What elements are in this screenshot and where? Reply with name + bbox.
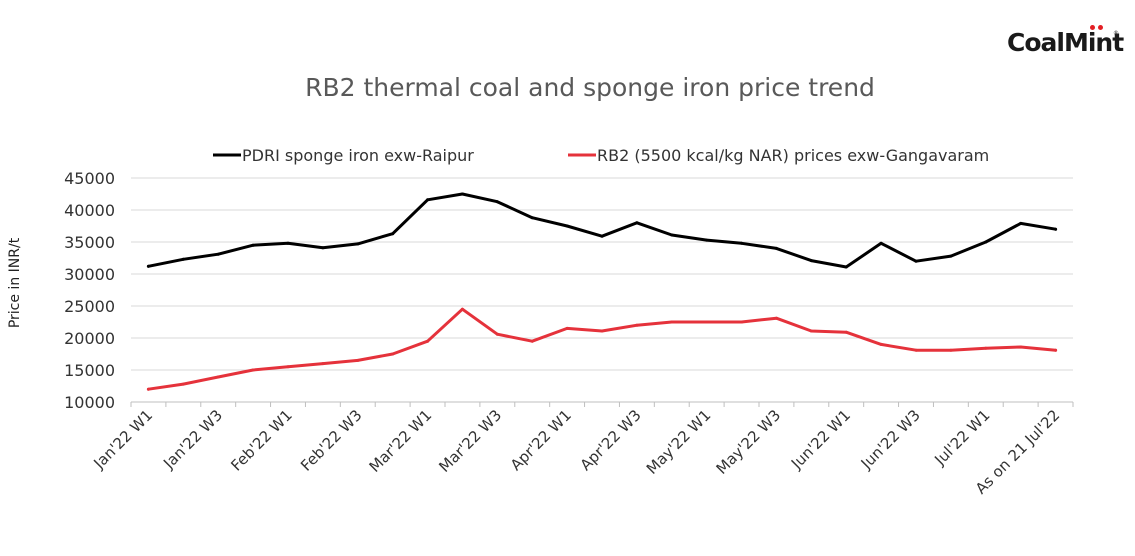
- data-point: [460, 307, 464, 311]
- data-point: [949, 348, 953, 352]
- x-axis: Jan'22 W1 Jan'22 W3 Feb'22 W1 Feb'22 W3 Mar'…: [89, 401, 1074, 498]
- registered-mark: ®: [1113, 30, 1119, 37]
- series-line-1: [146, 192, 1058, 269]
- data-point: [984, 346, 988, 350]
- data-point: [705, 238, 709, 242]
- coalmint-logo: CoalMint ®: [1007, 25, 1124, 57]
- legend-label: PDRI sponge iron exw-Raipur: [242, 146, 474, 165]
- data-point: [705, 320, 709, 324]
- data-point: [216, 252, 220, 256]
- x-tick-label: Jun'22 W1: [787, 406, 854, 473]
- data-point: [391, 352, 395, 356]
- y-tick-label: 20000: [64, 329, 115, 348]
- data-point: [460, 192, 464, 196]
- data-point: [146, 387, 150, 391]
- data-point: [844, 265, 848, 269]
- data-point: [356, 242, 360, 246]
- data-point: [181, 382, 185, 386]
- data-point: [774, 316, 778, 320]
- data-point: [1054, 348, 1058, 352]
- data-point: [565, 326, 569, 330]
- data-point: [809, 259, 813, 263]
- logo-dots-icon: [1090, 25, 1110, 31]
- y-axis-label: Price in INR/t: [7, 237, 23, 328]
- data-point: [879, 342, 883, 346]
- data-point: [844, 330, 848, 334]
- data-point: [1054, 227, 1058, 231]
- data-point: [495, 332, 499, 336]
- x-tick-label: Apr'22 W1: [507, 406, 575, 474]
- chart-title: RB2 thermal coal and sponge iron price t…: [305, 73, 875, 102]
- data-point: [181, 257, 185, 261]
- data-point: [809, 329, 813, 333]
- series-line-2: [146, 307, 1058, 391]
- data-point: [216, 375, 220, 379]
- data-point: [251, 243, 255, 247]
- y-tick-labels: 10000 15000 20000 25000 30000 35000 40000 45000: [64, 169, 115, 412]
- data-point: [530, 216, 534, 220]
- data-point: [426, 339, 430, 343]
- y-tick-label: 40000: [64, 201, 115, 220]
- brand-name: CoalMint: [1007, 28, 1124, 57]
- y-tick-label: 30000: [64, 265, 115, 284]
- data-point: [635, 221, 639, 225]
- data-point: [740, 320, 744, 324]
- y-tick-label: 25000: [64, 297, 115, 316]
- x-tick-label: Apr'22 W3: [577, 406, 645, 474]
- y-tick-label: 35000: [64, 233, 115, 252]
- data-point: [286, 365, 290, 369]
- data-point: [495, 200, 499, 204]
- data-point: [914, 348, 918, 352]
- y-tick-label: 45000: [64, 169, 115, 188]
- x-tick-label: Jul'22 W1: [930, 406, 993, 469]
- x-tick-label: Feb'22 W1: [227, 406, 296, 475]
- data-point: [1019, 221, 1023, 225]
- data-point: [879, 241, 883, 245]
- x-tick-label: Jun'22 W3: [857, 406, 924, 473]
- data-point: [286, 241, 290, 245]
- x-tick-label: Jan'22 W3: [159, 406, 226, 473]
- data-point: [635, 323, 639, 327]
- data-point: [356, 358, 360, 362]
- data-point: [391, 232, 395, 236]
- y-tick-label: 10000: [64, 393, 115, 412]
- y-tick-label: 15000: [64, 361, 115, 380]
- data-point: [321, 246, 325, 250]
- x-tick-label: Feb'22 W3: [297, 406, 366, 475]
- legend: PDRI sponge iron exw-Raipur RB2 (5500 kca…: [213, 146, 989, 165]
- data-point: [670, 320, 674, 324]
- data-point: [426, 198, 430, 202]
- data-point: [1019, 345, 1023, 349]
- data-point: [914, 259, 918, 263]
- gridlines: [131, 177, 1073, 371]
- data-point: [984, 240, 988, 244]
- x-tick-label: Mar'22 W3: [435, 406, 505, 476]
- data-point: [600, 329, 604, 333]
- data-point: [565, 224, 569, 228]
- data-point: [774, 246, 778, 250]
- x-tick-label: May'22 W3: [713, 406, 785, 478]
- data-point: [600, 234, 604, 238]
- x-tick-label: Mar'22 W1: [366, 406, 436, 476]
- data-point: [146, 264, 150, 268]
- x-tick-label: Jan'22 W1: [89, 406, 156, 473]
- data-point: [321, 362, 325, 366]
- data-point: [251, 368, 255, 372]
- legend-label: RB2 (5500 kcal/kg NAR) prices exw-Gangav…: [597, 146, 989, 165]
- series-lines: [146, 192, 1058, 391]
- data-point: [740, 241, 744, 245]
- x-tick-label: May'22 W1: [643, 406, 715, 478]
- data-point: [670, 233, 674, 237]
- data-point: [530, 339, 534, 343]
- data-point: [949, 254, 953, 258]
